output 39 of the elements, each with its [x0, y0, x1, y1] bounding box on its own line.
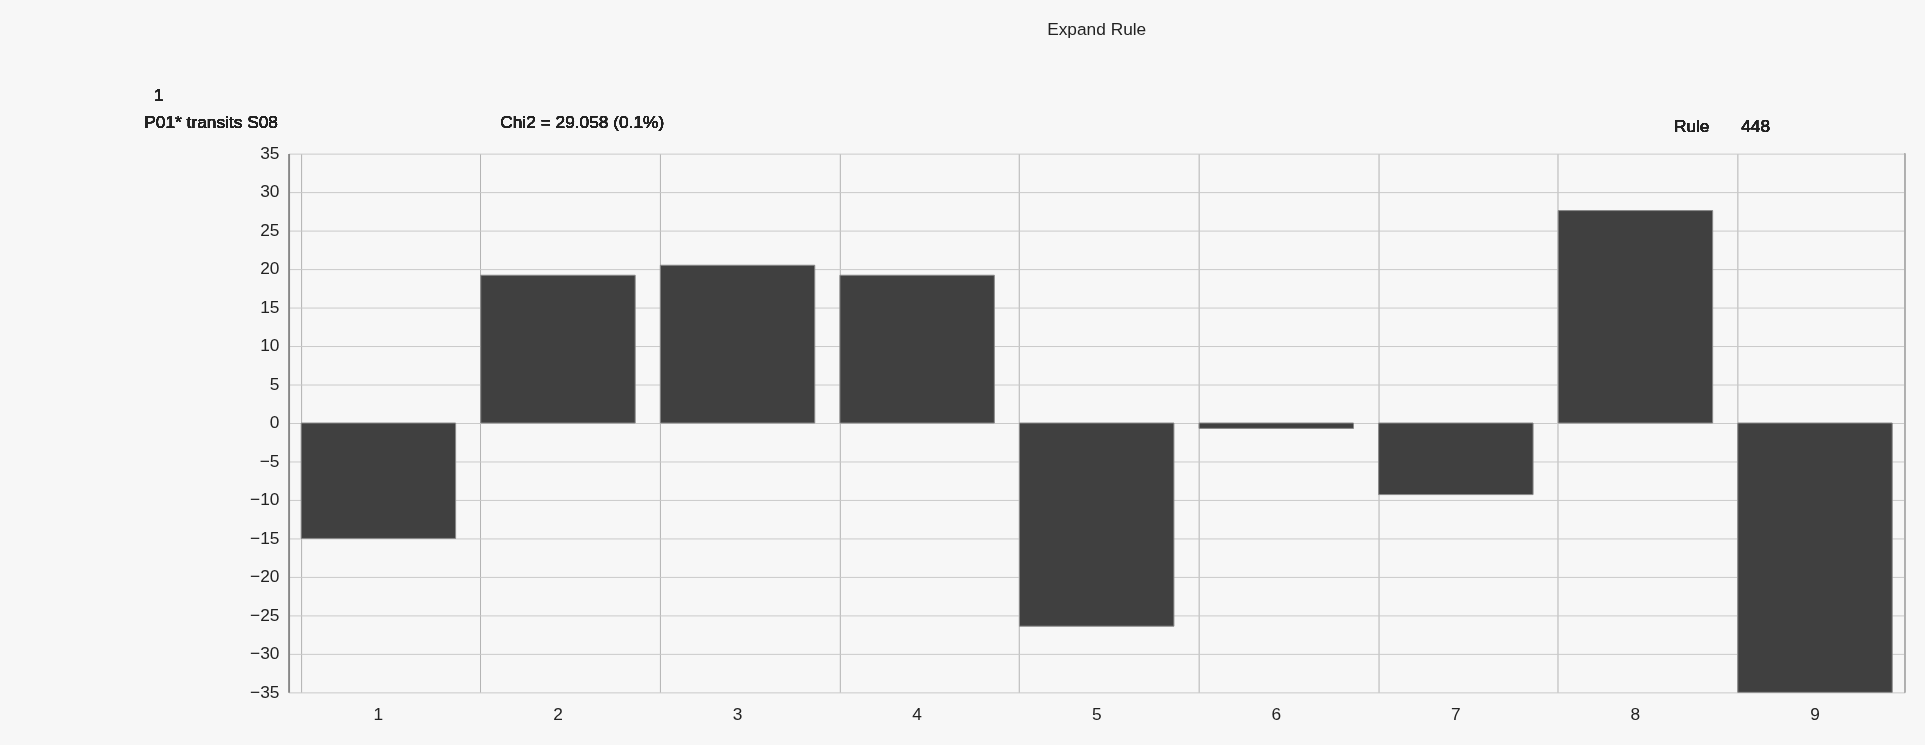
y-tick-label: 0	[269, 412, 280, 433]
bar	[1019, 422, 1175, 627]
y-tick-label: 10	[260, 335, 280, 356]
text: Rule	[1673, 115, 1710, 136]
x-tick-label: 2	[553, 703, 563, 724]
bar	[1557, 210, 1714, 424]
bar	[300, 422, 457, 539]
y-tick-label: 15	[260, 296, 280, 317]
text: 1	[153, 84, 164, 105]
text: 448	[1741, 115, 1771, 136]
y-tick-label: −10	[250, 489, 280, 510]
y-tick-label: 35	[260, 142, 280, 163]
bar	[839, 274, 995, 424]
x-tick-label: 1	[373, 703, 384, 724]
x-tick-label: 9	[1810, 703, 1820, 724]
bar	[1378, 422, 1534, 496]
x-tick-label: 4	[912, 703, 923, 724]
y-tick-label: −30	[250, 643, 280, 664]
bar	[659, 264, 816, 424]
chart-title: Expand Rule	[1047, 19, 1147, 40]
y-tick-label: −35	[250, 681, 280, 702]
x-tick-label: 6	[1271, 703, 1282, 724]
bar	[480, 274, 636, 424]
bar	[1198, 422, 1354, 429]
y-tick-label: 30	[260, 181, 280, 202]
y-tick-label: −25	[250, 604, 280, 625]
text: Chi2 = 29.058 (0.1%)	[500, 111, 665, 132]
text: P01* transits S08	[144, 111, 278, 132]
x-tick-label: 3	[732, 703, 743, 724]
y-tick-label: −20	[250, 566, 280, 587]
bar	[1737, 422, 1893, 693]
y-tick-label: 25	[260, 219, 280, 240]
y-tick-label: −5	[259, 450, 280, 471]
y-tick-label: −15	[250, 527, 280, 548]
y-tick-label: 5	[269, 373, 280, 394]
x-tick-label: 5	[1091, 703, 1102, 724]
y-tick-label: 20	[260, 258, 280, 279]
x-tick-label: 8	[1630, 703, 1641, 724]
x-tick-label: 7	[1451, 703, 1461, 724]
